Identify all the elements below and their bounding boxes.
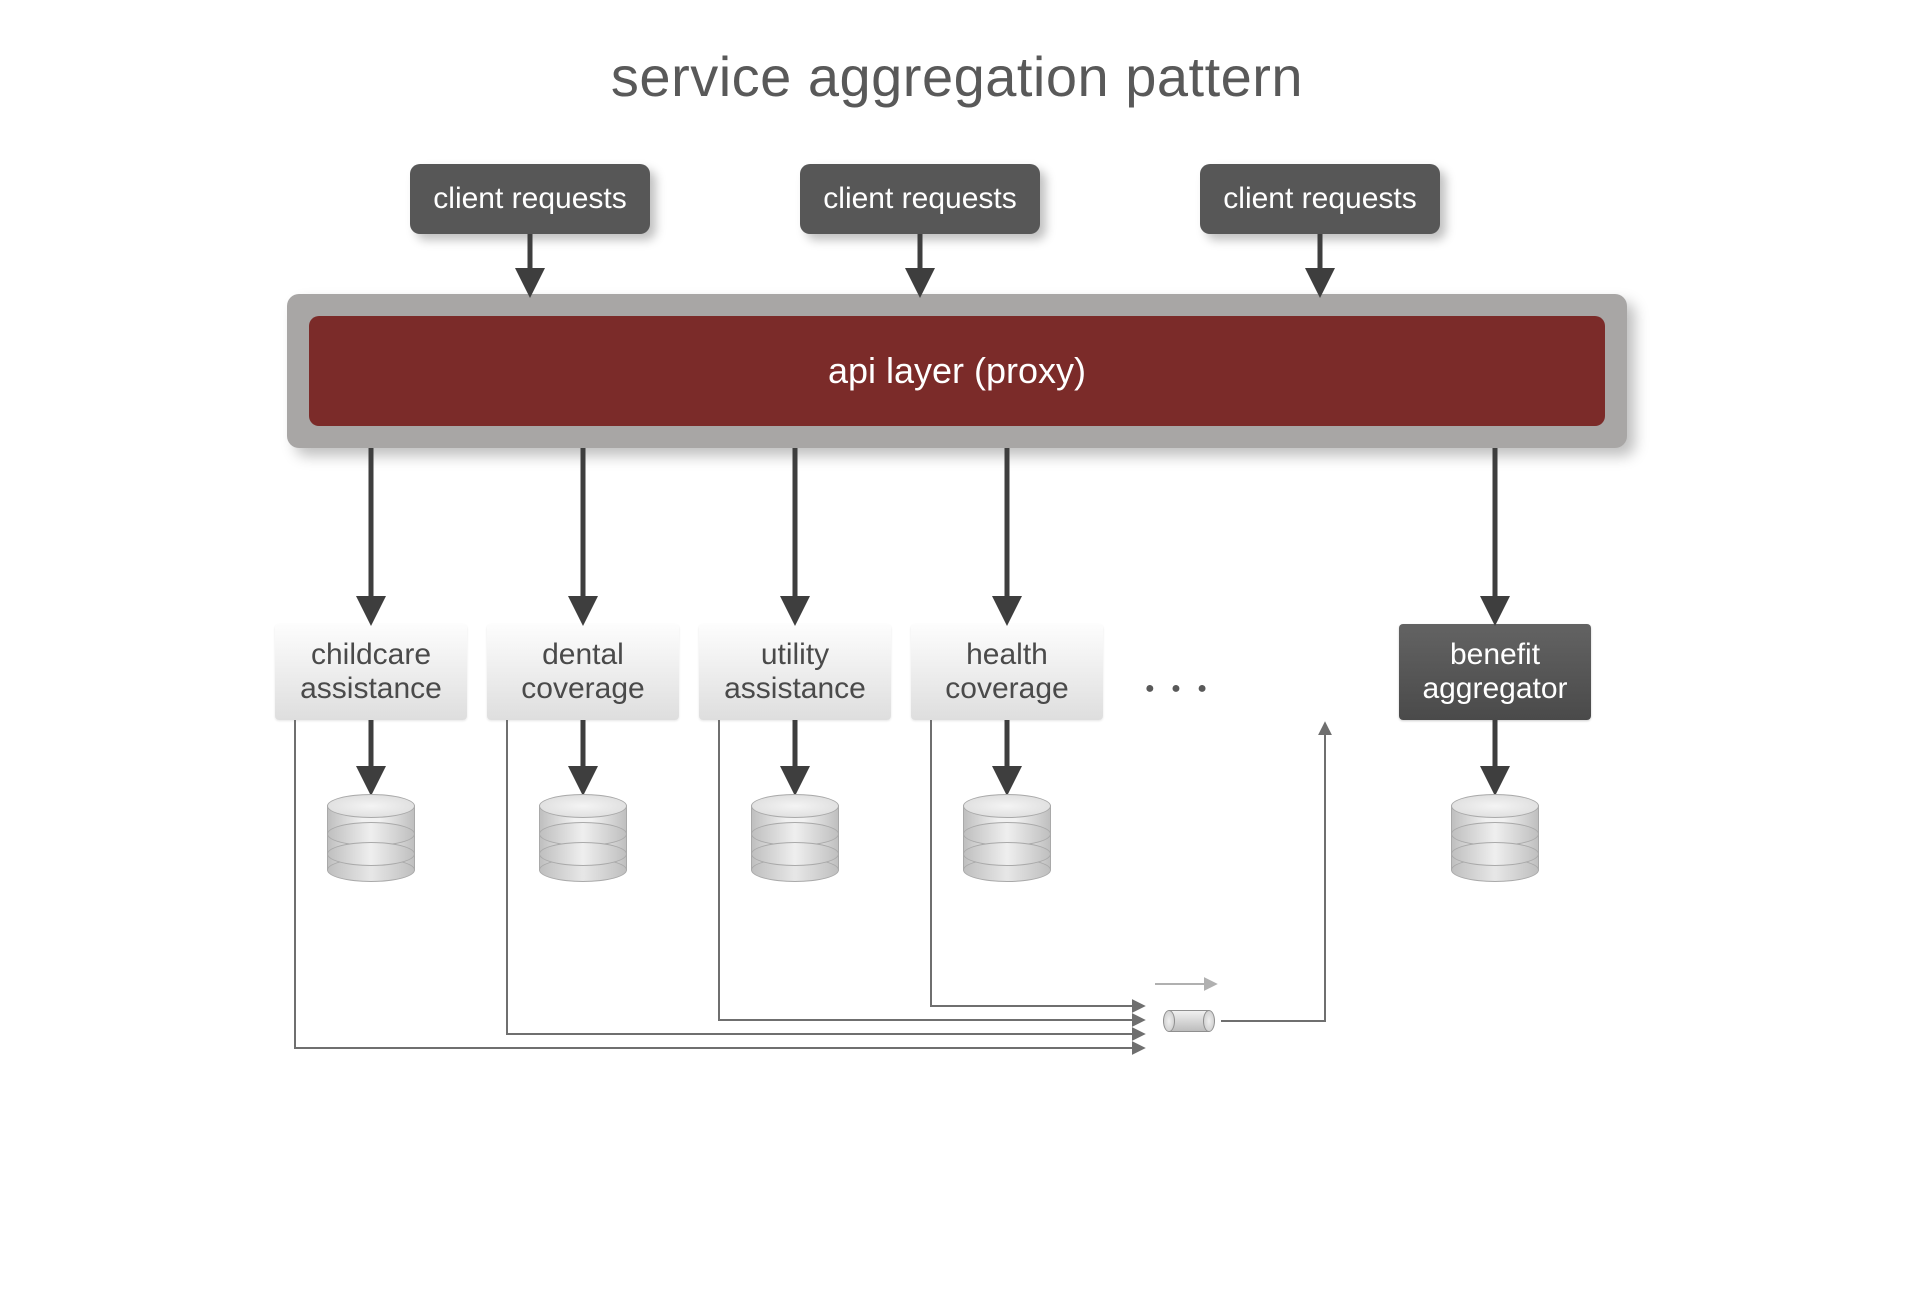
- client-requests-box-3: client requests: [1200, 164, 1440, 234]
- database-icon: [539, 794, 627, 882]
- ellipsis: ● ● ●: [1145, 680, 1213, 698]
- client-label: client requests: [1223, 182, 1416, 216]
- client-requests-box-1: client requests: [410, 164, 650, 234]
- api-layer-inner: api layer (proxy): [309, 316, 1605, 426]
- service-benefit-aggregator: benefit aggregator: [1399, 624, 1591, 720]
- database-icon: [327, 794, 415, 882]
- service-label: utility assistance: [724, 638, 866, 707]
- service-label: benefit aggregator: [1422, 638, 1567, 707]
- api-label: api layer (proxy): [828, 350, 1086, 392]
- client-label: client requests: [433, 182, 626, 216]
- client-requests-box-2: client requests: [800, 164, 1040, 234]
- service-utility: utility assistance: [699, 624, 891, 720]
- client-label: client requests: [823, 182, 1016, 216]
- service-childcare: childcare assistance: [275, 624, 467, 720]
- api-layer-outer: api layer (proxy): [287, 294, 1627, 448]
- diagram-canvas: service aggregation pattern client reque…: [255, 44, 1659, 1114]
- diagram-title: service aggregation pattern: [255, 44, 1659, 109]
- service-label: dental coverage: [521, 638, 644, 707]
- service-label: health coverage: [945, 638, 1068, 707]
- queue-icon: [1163, 1010, 1215, 1032]
- service-label: childcare assistance: [300, 638, 442, 707]
- service-dental: dental coverage: [487, 624, 679, 720]
- database-icon: [751, 794, 839, 882]
- service-health: health coverage: [911, 624, 1103, 720]
- database-icon: [1451, 794, 1539, 882]
- database-icon: [963, 794, 1051, 882]
